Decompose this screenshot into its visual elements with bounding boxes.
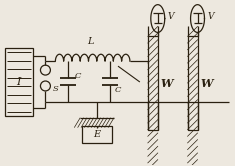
Bar: [188, 36, 198, 130]
Text: C: C: [115, 86, 121, 94]
Text: V: V: [168, 12, 174, 21]
Bar: [148, 36, 158, 130]
Text: C: C: [74, 72, 81, 80]
Text: L: L: [87, 37, 94, 46]
Bar: [82, 126, 112, 143]
Text: S: S: [52, 85, 58, 93]
Text: V: V: [208, 12, 214, 21]
Text: I: I: [16, 77, 21, 87]
Text: W: W: [200, 79, 213, 89]
Bar: [5, 48, 32, 116]
Text: E: E: [94, 130, 101, 139]
Text: W: W: [161, 79, 173, 89]
